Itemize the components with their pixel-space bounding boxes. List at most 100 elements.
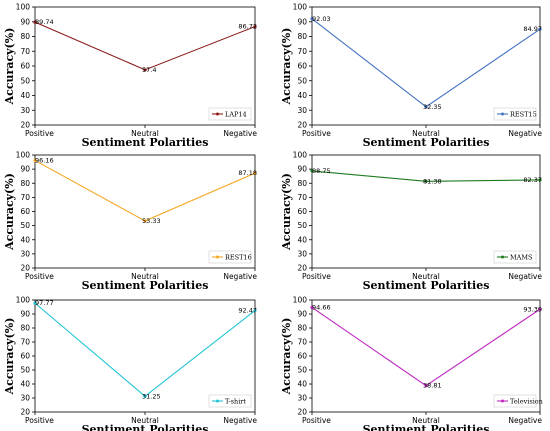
data-point [424,384,428,388]
x-tick-label: Negative [223,272,257,281]
x-tick-label: Positive [302,272,331,281]
x-tick-label: Neutral [131,129,159,138]
legend: Television [493,394,543,408]
x-tick-label: Neutral [131,272,159,281]
y-tick-label: 90 [20,310,30,319]
y-tick-label: 90 [20,17,30,26]
data-point [143,219,147,223]
data-point [253,24,257,29]
data-label: 88.75 [312,167,331,175]
legend: T-shirt [208,394,252,408]
legend: LAP14 [208,107,252,121]
data-label: 92.47 [238,307,257,315]
y-tick-label: 20 [297,121,307,130]
data-point [538,27,542,31]
legend-swatch-marker [501,399,504,403]
y-tick-label: 80 [20,324,30,333]
data-label: 96.16 [35,156,54,164]
x-tick-label: Neutral [412,416,440,425]
chart-panel-3: 20 30 40 50 60 70 80 90 100 Positive Neutral Negati… [3,151,257,292]
y-tick-label: 100 [293,151,308,160]
legend-box [208,107,252,121]
y-tick-label: 90 [297,17,307,26]
data-label: 31.25 [142,392,161,400]
data-label: 84.97 [523,25,542,33]
legend-box [493,394,537,408]
legend-label: Television [510,397,543,405]
data-point [143,394,147,398]
y-tick-label: 30 [297,394,307,403]
y-tick-label: 30 [20,106,30,115]
legend-label: MAMS [510,253,532,261]
y-tick-label: 50 [297,366,307,375]
data-label: 86.72 [238,23,257,31]
series-line [34,159,256,222]
legend: MAMS [493,250,537,264]
chart-panel-6: 20 30 40 50 60 70 80 90 100 Positive Neutral Negati… [280,296,543,431]
x-tick-label: Positive [302,129,331,138]
y-tick-label: 80 [297,179,307,188]
y-axis-title: Accuracy(%) [3,318,16,396]
y-axis-title: Accuracy(%) [3,173,16,251]
data-label: 82.37 [523,176,542,184]
x-tick-label: Neutral [412,272,440,281]
x-axis-title: Sentiment Polarities [82,279,209,292]
legend-box [493,107,537,121]
series-line [311,307,541,387]
data-point [310,169,314,173]
series-line [34,302,256,397]
y-tick-label: 20 [20,264,30,273]
data-label: 81.38 [423,177,442,185]
y-tick-label: 80 [20,32,30,41]
data-label: 57.4 [142,66,156,74]
chart-panel-4: 20 30 40 50 60 70 80 90 100 Positive Neutral Negati… [280,151,542,292]
x-axis-title: Sentiment Polarities [363,423,490,431]
y-tick-label: 60 [297,62,307,71]
data-point [310,305,314,310]
x-tick-label: Neutral [412,129,440,138]
y-tick-label: 40 [20,235,30,244]
legend-swatch-marker [501,255,504,259]
y-tick-label: 80 [20,179,30,188]
y-tick-label: 70 [297,193,307,202]
data-label: 53.33 [142,217,161,225]
legend-box [208,250,252,264]
legend-swatch-marker [216,399,219,403]
data-label: 89.74 [35,18,54,26]
y-tick-label: 70 [20,193,30,202]
data-label: 97.77 [35,299,54,307]
y-tick-label: 100 [293,3,308,12]
data-point [33,20,37,24]
data-point [538,178,542,182]
data-point [33,158,37,163]
x-tick-label: Positive [25,416,54,425]
legend-box [493,250,537,264]
x-tick-label: Negative [223,416,257,425]
y-tick-label: 30 [297,106,307,115]
legend: REST15 [493,107,537,121]
y-tick-label: 50 [20,366,30,375]
y-tick-label: 30 [20,249,30,258]
y-tick-label: 100 [16,296,31,305]
y-tick-label: 80 [297,324,307,333]
y-tick-label: 70 [20,47,30,56]
legend-box [208,394,252,408]
legend-label: LAP14 [225,110,247,118]
y-tick-label: 20 [20,408,30,417]
y-tick-label: 30 [20,394,30,403]
y-tick-label: 40 [297,380,307,389]
y-tick-label: 90 [20,165,30,174]
x-tick-label: Negative [223,129,257,138]
x-tick-label: Negative [508,129,542,138]
y-tick-label: 90 [297,165,307,174]
x-axis-title: Sentiment Polarities [363,279,490,292]
data-point [253,308,257,313]
series-line [311,18,541,108]
data-label: 38.81 [423,382,442,390]
y-tick-label: 50 [20,76,30,85]
y-tick-label: 100 [293,296,308,305]
y-tick-label: 100 [16,3,31,12]
data-point [33,301,37,305]
y-tick-label: 20 [20,121,30,130]
y-tick-label: 40 [297,235,307,244]
